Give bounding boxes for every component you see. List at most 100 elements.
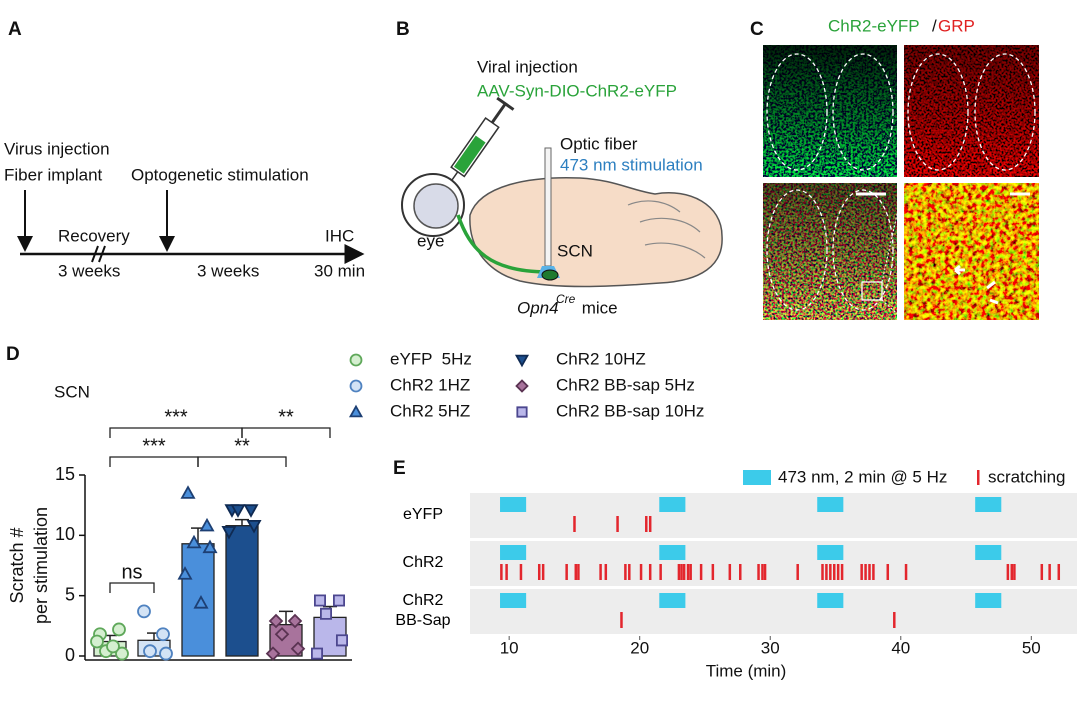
event-tick bbox=[840, 564, 844, 580]
significance-bracket bbox=[109, 427, 243, 438]
stimulus-block bbox=[817, 497, 844, 512]
data-point bbox=[274, 627, 290, 642]
duration-text: 3 weeks bbox=[197, 261, 259, 280]
event-tick bbox=[519, 564, 523, 580]
significance-label: *** bbox=[164, 406, 188, 428]
significance-bracket bbox=[109, 456, 199, 467]
data-point bbox=[320, 607, 332, 620]
legend-label: ChR2 5HZ bbox=[390, 401, 470, 420]
panel-label: C bbox=[750, 19, 764, 40]
x-tick-label: 30 bbox=[761, 638, 780, 657]
event-tick bbox=[505, 564, 508, 580]
y-tick-label: 5 bbox=[65, 584, 75, 604]
legend-swatch bbox=[977, 470, 980, 485]
data-point bbox=[106, 639, 120, 654]
event-tick bbox=[624, 564, 627, 580]
mouse-text: Opn4 bbox=[517, 298, 559, 317]
y-tick-label: 10 bbox=[55, 524, 75, 544]
data-point bbox=[115, 646, 129, 661]
event-tick bbox=[833, 564, 836, 580]
event-tick bbox=[677, 564, 681, 580]
event-tick bbox=[577, 564, 580, 580]
data-point bbox=[243, 504, 259, 518]
panel-label: B bbox=[396, 19, 410, 40]
event-tick bbox=[829, 564, 832, 580]
event-tick bbox=[648, 564, 652, 580]
event-tick bbox=[689, 564, 692, 580]
legend-label: ChR2 BB-sap 5Hz bbox=[556, 375, 695, 394]
title-green: ChR2-eYFP bbox=[828, 16, 920, 35]
event-tick bbox=[639, 564, 643, 580]
event-tick bbox=[728, 564, 732, 580]
data-point bbox=[180, 485, 196, 499]
event-tick bbox=[904, 564, 908, 580]
event-tick bbox=[628, 564, 631, 580]
stimulus-block bbox=[975, 497, 1002, 512]
x-axis-label: Time (min) bbox=[706, 661, 787, 680]
data-point bbox=[265, 646, 281, 661]
event-tick bbox=[1057, 564, 1061, 580]
data-point bbox=[314, 594, 326, 607]
legend-marker bbox=[349, 379, 363, 393]
event-tick bbox=[821, 564, 824, 580]
data-point bbox=[290, 641, 306, 657]
event-tick bbox=[711, 564, 715, 580]
data-point bbox=[336, 634, 348, 647]
event-tick bbox=[739, 564, 742, 580]
data-point bbox=[202, 539, 218, 554]
data-point bbox=[333, 594, 345, 607]
data-point bbox=[137, 604, 151, 619]
event-tick bbox=[620, 612, 623, 628]
fiber-text: Optic fiber bbox=[560, 134, 638, 153]
injection-text: Viral injection bbox=[477, 57, 578, 76]
x-tick-label: 20 bbox=[630, 638, 649, 657]
data-point bbox=[268, 613, 284, 629]
data-point bbox=[156, 627, 170, 642]
y-axis-label: per stimulation bbox=[31, 507, 51, 624]
data-point bbox=[186, 534, 202, 549]
legend-marker bbox=[349, 353, 363, 367]
event-tick bbox=[699, 564, 703, 580]
event-tick bbox=[541, 564, 545, 580]
y-tick-label: 15 bbox=[55, 464, 75, 484]
event-tick bbox=[599, 564, 602, 580]
break bbox=[98, 245, 106, 263]
event-tick bbox=[604, 564, 608, 580]
stimulus-block bbox=[500, 497, 527, 512]
stimulus-block bbox=[975, 593, 1002, 608]
event-tick bbox=[682, 564, 686, 580]
event-tick bbox=[872, 564, 875, 580]
virus-text: AAV-Syn-DIO-ChR2-eYFP bbox=[477, 81, 677, 100]
event-text: Optogenetic stimulation bbox=[131, 165, 309, 184]
mouse-sup: Cre bbox=[556, 292, 576, 306]
event-tick bbox=[1040, 564, 1044, 580]
title-red: GRP bbox=[938, 16, 975, 35]
legend-marker bbox=[516, 406, 528, 418]
bar bbox=[181, 543, 215, 657]
significance-bracket bbox=[241, 427, 331, 438]
event-text: Fiber implant bbox=[4, 165, 103, 184]
stimulus-block bbox=[975, 545, 1002, 560]
legend-marker bbox=[514, 354, 530, 368]
data-point bbox=[199, 517, 215, 532]
significance-label: *** bbox=[142, 435, 166, 457]
x-tick-label: 40 bbox=[891, 638, 910, 657]
event-tick bbox=[886, 564, 890, 580]
data-point bbox=[143, 644, 157, 659]
event-tick bbox=[659, 564, 662, 580]
event-tick bbox=[860, 564, 863, 580]
phase-text: Recovery bbox=[58, 226, 130, 245]
scn bbox=[541, 269, 559, 281]
event-tick bbox=[686, 564, 690, 580]
row-label: ChR2 bbox=[402, 554, 444, 571]
event-tick bbox=[868, 564, 871, 580]
legend-label: 473 nm, 2 min @ 5 Hz bbox=[778, 467, 947, 486]
data-point bbox=[90, 634, 104, 649]
stimulus-block bbox=[817, 593, 844, 608]
cerebellum bbox=[627, 200, 706, 259]
legend-label: ChR2 10HZ bbox=[556, 349, 646, 368]
data-point bbox=[159, 646, 173, 661]
data-point bbox=[287, 613, 303, 629]
